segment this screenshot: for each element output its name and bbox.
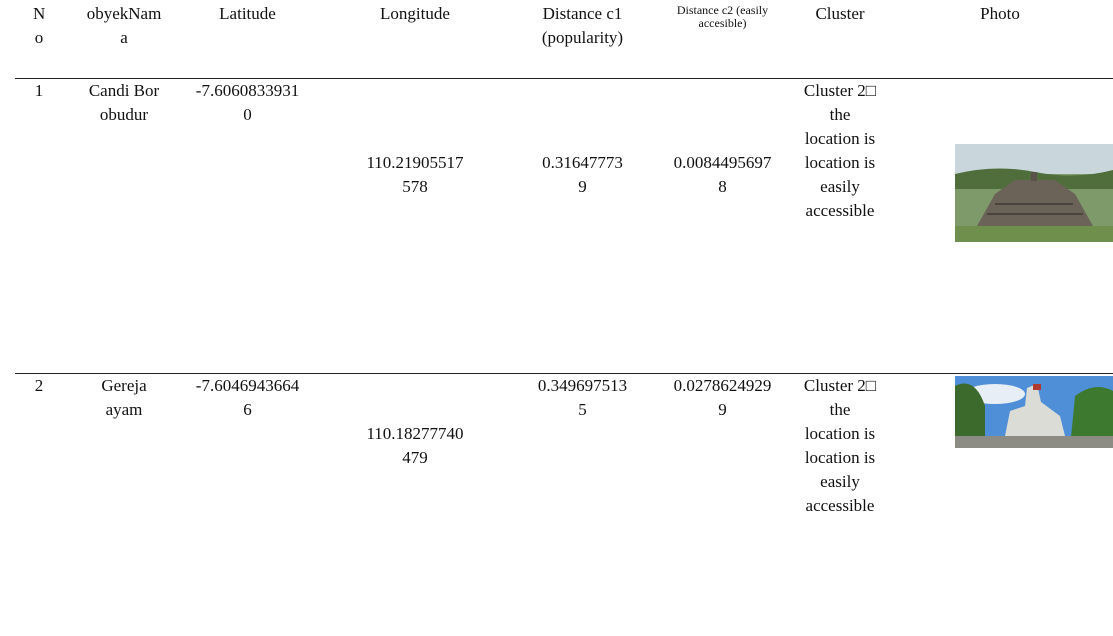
page: No obyekNama Latitude Longitude Distance… xyxy=(0,0,1113,511)
cell: Cluster 2□ the location is location is e… xyxy=(803,374,877,518)
header-cell: Photo xyxy=(940,2,1060,26)
header-cell: No xyxy=(33,2,45,50)
cell: 0.316477739 xyxy=(539,151,627,199)
table-row: 2 Gereja ayam -7.60469436646 110.1827774… xyxy=(15,374,1113,636)
header-cell: Distance c1 (popularity) xyxy=(533,2,633,50)
header-cell: Distance c2 (easily accesible) xyxy=(663,4,783,30)
cell: Cluster 2□ the location is location is e… xyxy=(803,79,877,223)
header-cell: obyekNama xyxy=(84,2,164,50)
data-table: No obyekNama Latitude Longitude Distance… xyxy=(15,0,1113,636)
cell: -7.60469436646 xyxy=(196,374,300,422)
cell: 1 xyxy=(33,79,45,103)
photo-borobudur xyxy=(955,144,1113,242)
header-cell: Latitude xyxy=(193,2,303,26)
cell: 0.00844956978 xyxy=(674,151,772,199)
photo-gereja-ayam xyxy=(955,376,1113,448)
cell: 0.3496975135 xyxy=(535,374,631,422)
header-cell: Longitude xyxy=(360,2,470,26)
cell: 110.18277740479 xyxy=(363,422,467,470)
cell: 0.02786249299 xyxy=(674,374,772,422)
header-row: No obyekNama Latitude Longitude Distance… xyxy=(15,0,1113,79)
cell: 110.21905517578 xyxy=(363,151,467,199)
cell: Candi Borobudur xyxy=(88,79,160,127)
cell: 2 xyxy=(33,374,45,398)
cell: -7.60608339310 xyxy=(196,79,300,127)
table-row: 1 Candi Borobudur -7.60608339310 110.219… xyxy=(15,79,1113,374)
cell: Gereja ayam xyxy=(99,374,149,422)
header-cell: Cluster xyxy=(804,2,876,26)
